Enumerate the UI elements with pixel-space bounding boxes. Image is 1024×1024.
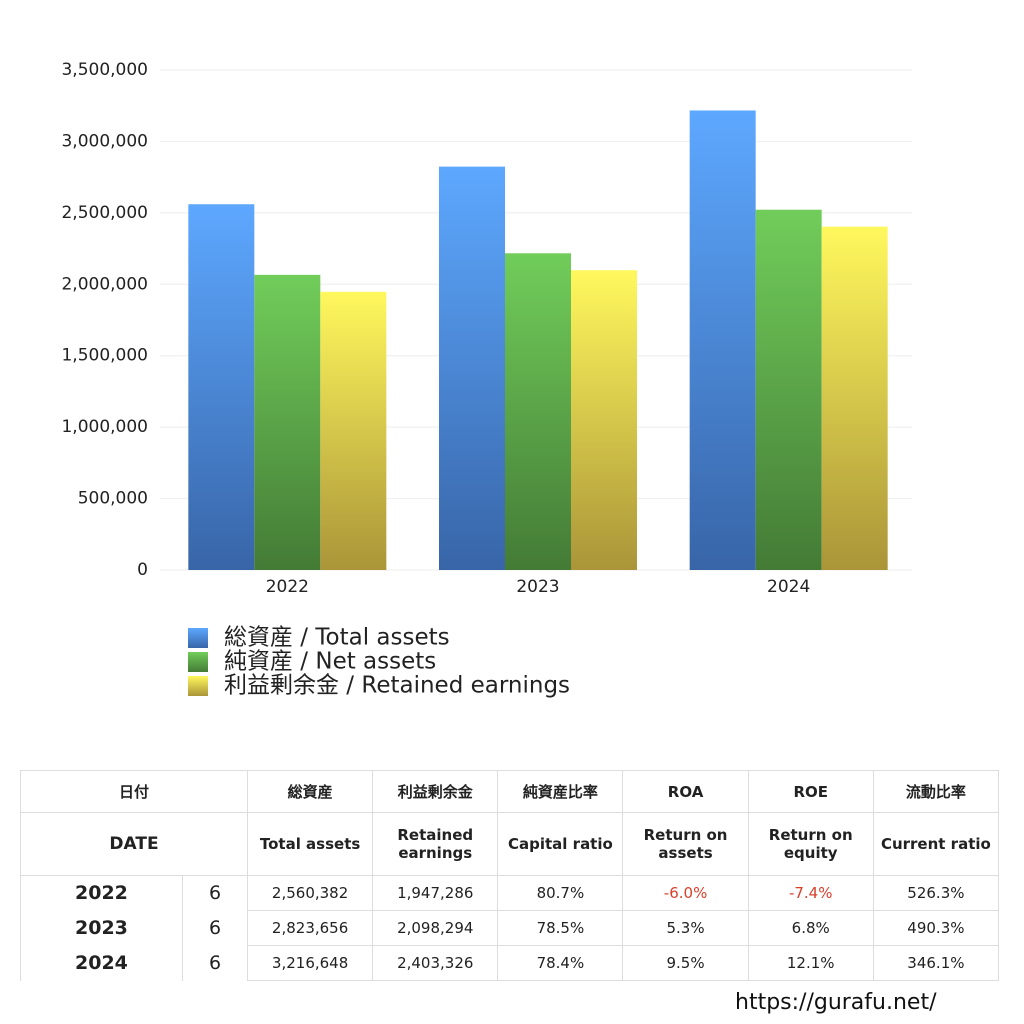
table-cell: 1,947,286 [372, 875, 499, 911]
table-cell: ROE [747, 770, 874, 813]
table-cell: ROA [622, 770, 749, 813]
y-tick-label: 0 [137, 560, 148, 580]
table-cell: 6 [181, 875, 249, 911]
table-cell: Return on equity [747, 812, 874, 876]
x-tick-label: 2022 [266, 577, 309, 597]
legend-label: 純資産 / Net assets [224, 649, 436, 675]
table-cell: 526.3% [872, 875, 1000, 911]
y-tick-label: 3,000,000 [61, 131, 148, 151]
table-cell: 5.3% [622, 910, 749, 946]
table-cell: 3,216,648 [247, 945, 374, 981]
table-cell: 利益剰余金 [372, 770, 499, 813]
table-cell: 6 [181, 910, 249, 946]
table-cell: DATE [19, 812, 249, 876]
table-cell: Total assets [247, 812, 374, 876]
table-cell: 2,098,294 [372, 910, 499, 946]
chart: 0 500,000 1,000,000 1,500,000 2,000,000 2,500… [61, 60, 912, 699]
table-cell: -6.0% [622, 875, 749, 911]
x-tick-label: 2023 [516, 577, 559, 597]
bar [505, 253, 571, 571]
table-cell: 日付 [19, 770, 249, 813]
footer-url: https://gurafu.net/ [735, 990, 937, 1015]
y-tick-label: 1,500,000 [61, 346, 148, 366]
x-tick-label: 2024 [767, 577, 810, 597]
table-cell: 2,560,382 [247, 875, 374, 911]
table-cell: Capital ratio [497, 812, 624, 876]
bar [439, 166, 505, 570]
table-cell: Retained earnings [372, 812, 499, 876]
legend-label: 総資産 / Total assets [224, 625, 450, 651]
table-cell: 2022 [20, 875, 183, 911]
bar [755, 209, 822, 570]
table-cell: 2024 [20, 945, 183, 981]
bar [188, 204, 255, 570]
table-cell: 78.4% [497, 945, 624, 981]
table-cell: 6 [181, 945, 249, 981]
y-tick-label: 2,000,000 [61, 274, 148, 294]
table-cell: 346.1% [872, 945, 1000, 981]
table-cell: 純資産比率 [497, 770, 624, 813]
y-tick-label: 1,000,000 [61, 417, 148, 437]
data-table: 日付 総資産 利益剰余金 純資産比率 ROA ROE 流動比率 DATE Total asset… [19, 770, 1000, 981]
table-cell: 490.3% [872, 910, 1000, 946]
legend-label: 利益剰余金 / Retained earnings [224, 673, 570, 699]
table-cell: 9.5% [622, 945, 749, 981]
table-cell: 総資産 [247, 770, 374, 813]
y-tick-label: 500,000 [78, 489, 148, 509]
table-cell: 6.8% [747, 910, 874, 946]
table-cell: Return on assets [622, 812, 749, 876]
legend-swatch [188, 652, 208, 672]
y-tick-label: 2,500,000 [61, 203, 148, 223]
table-cell: Current ratio [872, 812, 1000, 876]
table-cell: 78.5% [497, 910, 624, 946]
table-cell: 2023 [20, 910, 183, 946]
bar [320, 291, 387, 570]
y-tick-label: 3,500,000 [61, 60, 148, 80]
bar [821, 226, 888, 570]
bar [689, 110, 756, 571]
legend-swatch [188, 676, 208, 696]
table-cell: -7.4% [747, 875, 874, 911]
table-cell: 12.1% [747, 945, 874, 981]
table-cell: 80.7% [497, 875, 624, 911]
bar [254, 274, 321, 570]
bar [571, 270, 637, 570]
table-cell: 2,403,326 [372, 945, 499, 981]
legend-swatch [188, 628, 208, 648]
table-cell: 2,823,656 [247, 910, 374, 946]
table-cell: 流動比率 [872, 770, 1000, 813]
